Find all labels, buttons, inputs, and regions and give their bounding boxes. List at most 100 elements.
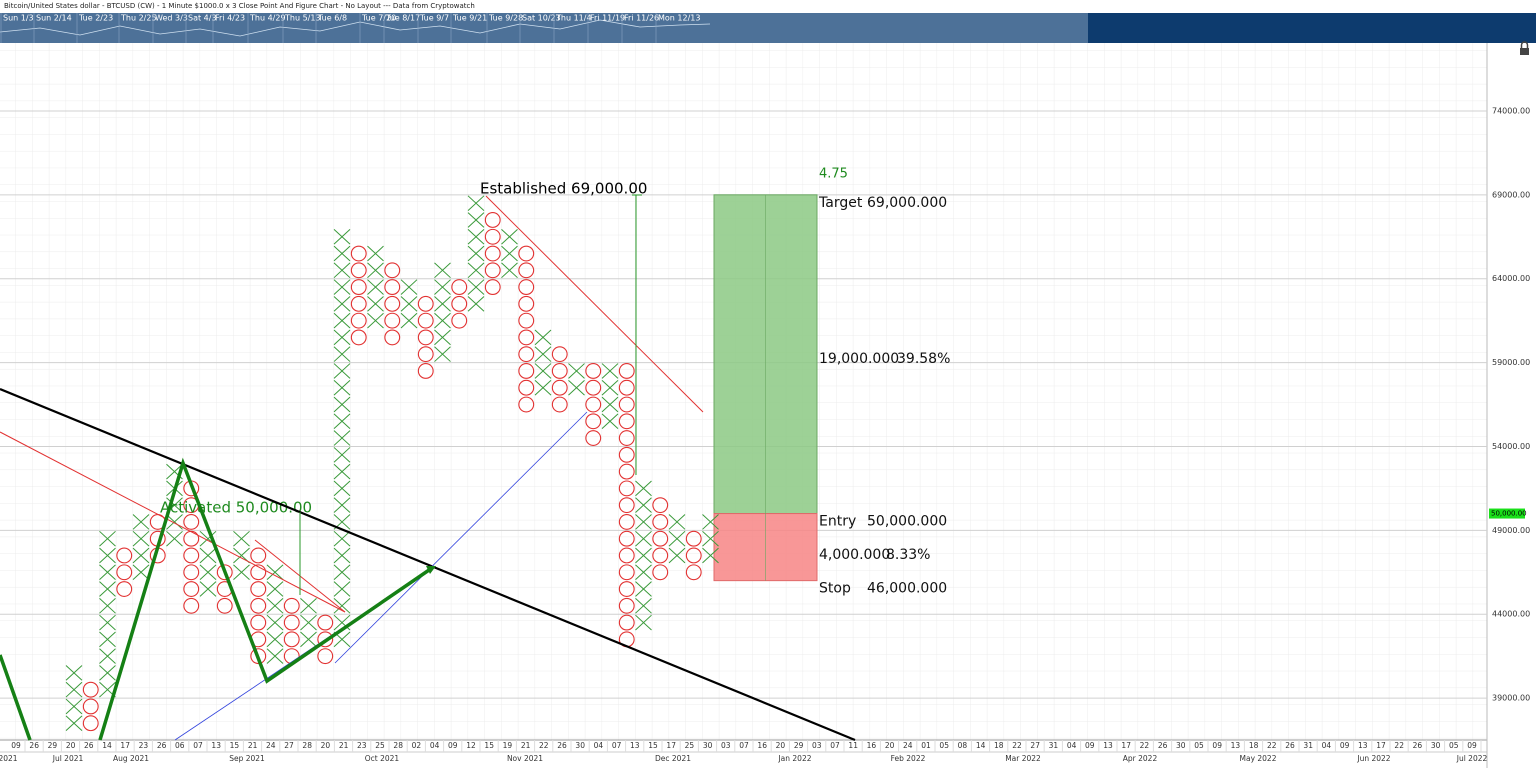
x-day-label: 09 xyxy=(1467,741,1477,750)
x-day-label: 26 xyxy=(1285,741,1295,750)
x-day-label: 16 xyxy=(757,741,767,750)
x-box xyxy=(132,547,150,564)
o-box xyxy=(551,396,568,413)
x-box xyxy=(333,262,351,279)
o-column xyxy=(618,363,635,648)
x-box xyxy=(702,514,719,530)
x-box xyxy=(367,312,384,329)
navigator-empty xyxy=(1088,13,1536,43)
o-box xyxy=(484,262,501,279)
o-box xyxy=(551,363,568,379)
x-box xyxy=(400,279,418,295)
x-box xyxy=(367,245,384,262)
x-box xyxy=(333,312,351,329)
x-day-label: 17 xyxy=(120,741,130,750)
y-tick-label: 44000.00 xyxy=(1492,610,1530,619)
o-box xyxy=(183,513,200,530)
o-column xyxy=(250,547,267,665)
x-box xyxy=(99,581,116,597)
navigator-date: Tue 9/7 xyxy=(419,14,449,23)
navigator-date: Tue 2/23 xyxy=(78,14,113,23)
x-box xyxy=(467,279,485,295)
x-day-label: 15 xyxy=(648,741,658,750)
x-box xyxy=(601,413,619,430)
o-box xyxy=(250,581,267,597)
x-day-label: 14 xyxy=(976,741,986,750)
x-box xyxy=(266,564,284,581)
o-box xyxy=(82,681,99,698)
o-box xyxy=(585,379,602,396)
o-box xyxy=(618,564,635,581)
x-day-label: 23 xyxy=(357,741,367,750)
x-day-label: 17 xyxy=(666,741,676,750)
o-box xyxy=(484,279,501,296)
x-box xyxy=(467,245,485,262)
x-day-label: 20 xyxy=(66,741,76,750)
x-box xyxy=(467,228,485,245)
x-day-label: 13 xyxy=(1358,741,1368,750)
x-column xyxy=(534,329,552,396)
x-day-label: 18 xyxy=(1249,741,1259,750)
x-box xyxy=(635,480,652,497)
x-day-label: 13 xyxy=(1231,741,1241,750)
x-day-label: 30 xyxy=(575,741,585,750)
navigator-date: Mon 12/13 xyxy=(658,14,700,23)
x-day-label: 24 xyxy=(903,741,913,750)
o-box xyxy=(652,497,669,514)
annotation: Established 69,000.00 xyxy=(480,180,647,198)
x-day-label: 24 xyxy=(266,741,276,750)
x-box xyxy=(668,514,686,530)
x-month-label: Feb 2022 xyxy=(891,754,926,763)
x-box xyxy=(266,581,284,597)
o-box xyxy=(618,379,635,396)
x-box xyxy=(300,631,317,648)
chart-title: Bitcoin/United States dollar - BTCUSD (C… xyxy=(4,2,475,10)
x-box xyxy=(434,279,451,295)
x-box xyxy=(668,530,686,547)
lock-icon[interactable] xyxy=(1520,41,1529,55)
x-day-label: 01 xyxy=(921,741,931,750)
x-day-label: 09 xyxy=(11,741,21,750)
trend-lines xyxy=(0,194,856,742)
x-column xyxy=(568,363,585,396)
x-month-label: Mar 2022 xyxy=(1005,754,1041,763)
navigator-date: Sat 4/3 xyxy=(188,14,217,23)
x-box xyxy=(367,279,384,295)
navigator[interactable] xyxy=(0,13,1088,43)
x-day-label: 08 xyxy=(958,741,968,750)
x-day-label: 26 xyxy=(557,741,567,750)
x-day-label: 25 xyxy=(375,741,385,750)
x-box xyxy=(99,530,116,547)
x-column xyxy=(702,514,719,564)
x-day-label: 13 xyxy=(1103,741,1113,750)
x-column xyxy=(467,195,485,312)
x-box xyxy=(635,581,652,597)
x-box xyxy=(467,195,485,211)
position-value: 46,000.000 xyxy=(867,581,947,597)
x-column xyxy=(668,514,686,564)
o-box xyxy=(183,547,200,564)
x-box xyxy=(333,598,351,614)
x-box xyxy=(501,245,518,262)
x-box xyxy=(467,262,485,279)
x-day-label: 04 xyxy=(594,741,604,750)
x-box xyxy=(601,363,619,379)
x-day-label: 31 xyxy=(1303,741,1313,750)
x-day-label: 04 xyxy=(1322,741,1332,750)
o-box xyxy=(183,564,200,581)
o-box xyxy=(384,312,401,329)
x-day-label: 26 xyxy=(157,741,167,750)
x-box xyxy=(333,581,351,597)
o-box xyxy=(283,631,300,648)
x-day-label: 22 xyxy=(1267,741,1277,750)
o-box xyxy=(518,346,535,363)
x-box xyxy=(233,530,250,547)
navigator-date: Fri 11/19 xyxy=(590,14,625,23)
x-column xyxy=(300,598,317,648)
x-box xyxy=(132,530,150,547)
x-day-label: 22 xyxy=(539,741,549,750)
o-column xyxy=(518,245,535,413)
o-box xyxy=(350,312,367,329)
last-price-label: 50,000.00 xyxy=(1491,510,1527,518)
x-column xyxy=(601,363,619,430)
